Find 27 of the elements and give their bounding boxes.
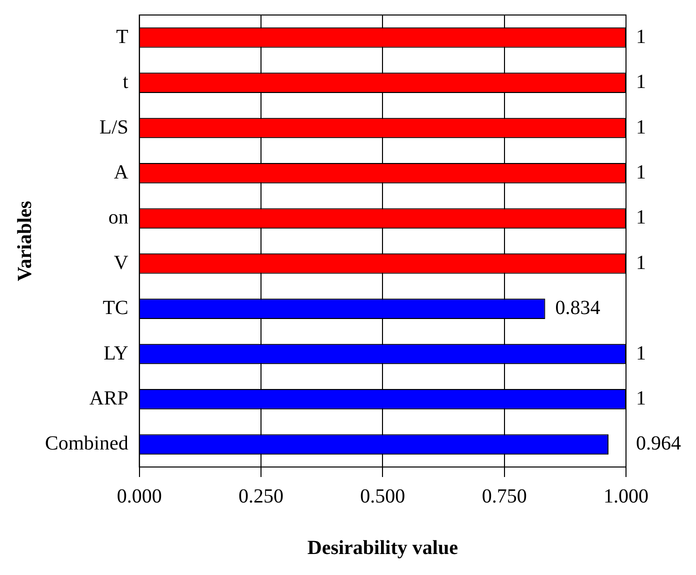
y-tick-label: TC: [102, 297, 128, 320]
y-tick-label: Combined: [44, 432, 128, 455]
y-tick-label: ARP: [89, 387, 128, 410]
data-label: 1: [636, 387, 646, 410]
y-tick-label: on: [108, 206, 128, 229]
data-label: 1: [636, 252, 646, 274]
data-label: 0.834: [555, 297, 600, 320]
x-tick-label: 0.250: [238, 485, 284, 508]
y-tick-label: LY: [104, 342, 128, 364]
data-label: 1: [636, 206, 646, 229]
data-label: 1: [636, 342, 646, 364]
y-axis-title: Variables: [14, 200, 36, 282]
x-axis-title: Desirability value: [307, 537, 458, 560]
y-tick-label: T: [116, 26, 128, 48]
y-tick-label: L/S: [99, 116, 128, 138]
x-tick-label: 1.000: [604, 485, 648, 508]
y-tick-label: t: [122, 71, 129, 94]
x-tick-label: 0.500: [360, 485, 406, 508]
data-label: 0.964: [636, 432, 681, 455]
data-label: 1: [636, 116, 646, 138]
y-tick-label: A: [114, 161, 129, 184]
x-tick-label: 0.750: [482, 485, 527, 508]
data-label: 1: [636, 161, 646, 184]
x-tick-label: 0.000: [116, 485, 162, 508]
y-tick-label: V: [114, 252, 129, 274]
data-label: 1: [636, 71, 646, 94]
data-label: 1: [636, 26, 646, 48]
